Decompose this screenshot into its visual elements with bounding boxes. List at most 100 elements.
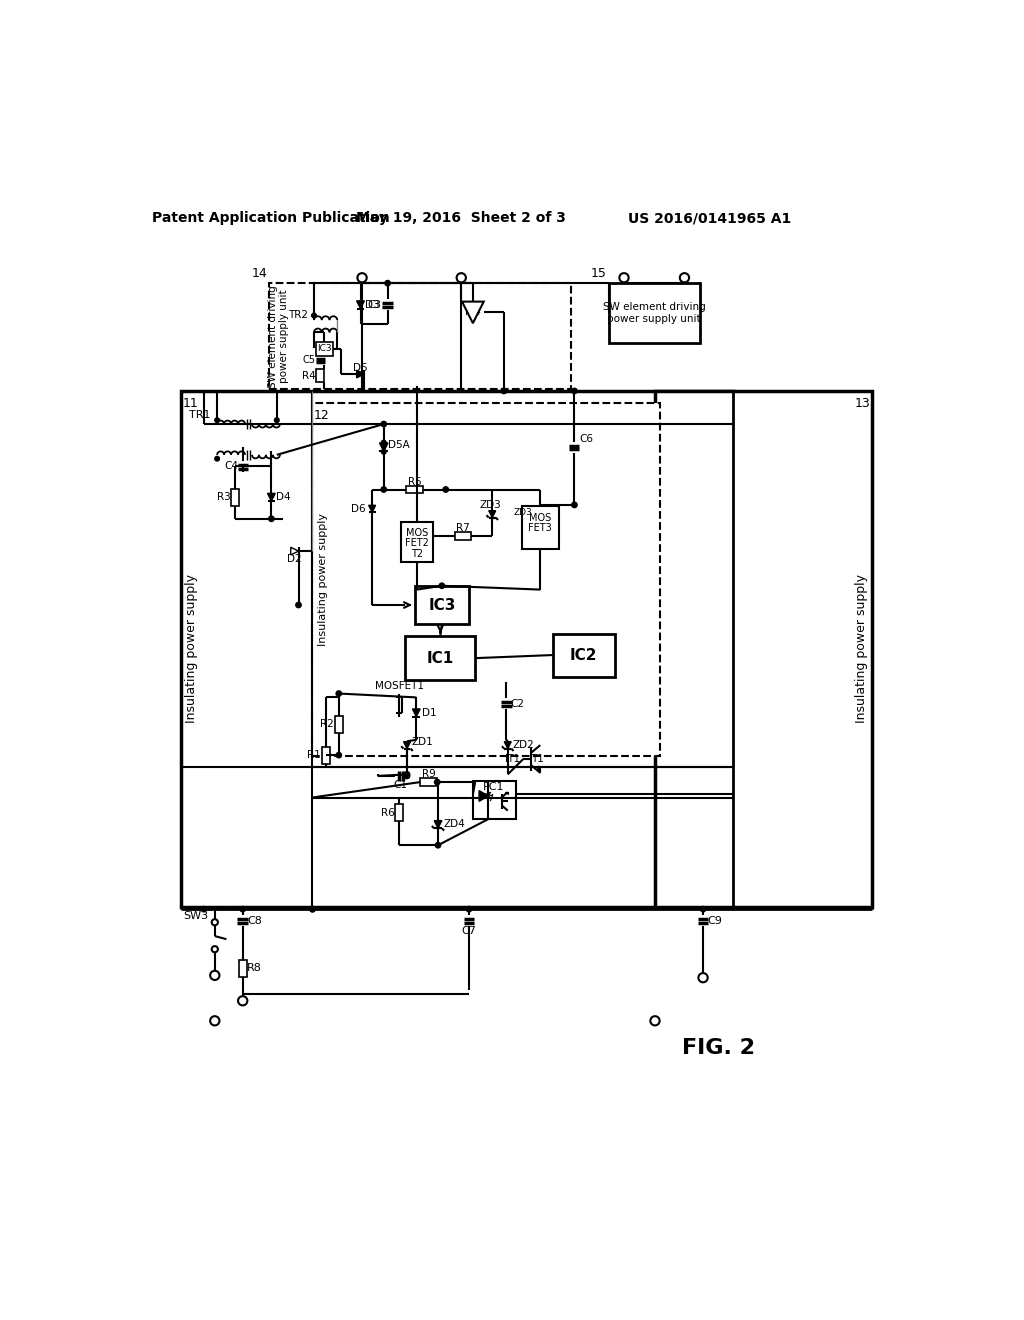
Circle shape [210, 970, 219, 979]
Bar [400, 521, 433, 562]
Text: SW3: SW3 [183, 911, 209, 921]
Polygon shape [462, 302, 483, 323]
Circle shape [443, 487, 449, 492]
Circle shape [212, 946, 218, 952]
Text: ZD3: ZD3 [514, 508, 532, 517]
Text: C9: C9 [708, 916, 723, 925]
Bar [455, 532, 471, 540]
Circle shape [435, 842, 440, 847]
Bar [239, 960, 247, 977]
Text: ZD4: ZD4 [443, 820, 465, 829]
Circle shape [466, 907, 472, 912]
Text: D5A: D5A [388, 440, 411, 450]
Circle shape [404, 772, 410, 777]
Bar [316, 368, 324, 383]
Text: IC2: IC2 [570, 648, 597, 663]
Text: US 2016/0141965 A1: US 2016/0141965 A1 [628, 211, 791, 226]
Bar [180, 391, 732, 907]
Text: PC1: PC1 [483, 781, 505, 792]
Text: D4: D4 [276, 492, 291, 502]
Circle shape [336, 690, 342, 696]
Text: MOS: MOS [529, 513, 552, 523]
Circle shape [238, 997, 248, 1006]
Circle shape [212, 919, 218, 925]
Bar [231, 488, 239, 506]
Polygon shape [267, 494, 275, 502]
Text: C1: C1 [394, 780, 408, 791]
Circle shape [571, 502, 578, 508]
Text: D5: D5 [353, 363, 368, 372]
Text: FET3: FET3 [528, 523, 552, 533]
Text: R4: R4 [302, 371, 315, 380]
Circle shape [381, 421, 386, 426]
Text: R9: R9 [422, 770, 435, 779]
Bar [406, 636, 475, 681]
Polygon shape [506, 792, 508, 795]
Circle shape [501, 388, 507, 393]
Text: D1: D1 [422, 708, 436, 718]
Text: MOSFET1: MOSFET1 [375, 681, 424, 690]
Circle shape [385, 280, 390, 286]
Text: C5: C5 [302, 355, 315, 366]
Polygon shape [488, 511, 496, 517]
Circle shape [381, 450, 386, 454]
Bar [335, 715, 343, 733]
Text: 12: 12 [314, 409, 330, 422]
Bar [420, 779, 437, 785]
Circle shape [620, 273, 629, 282]
Polygon shape [356, 301, 365, 309]
Text: 14: 14 [252, 267, 267, 280]
Circle shape [311, 313, 316, 318]
Text: TR2: TR2 [288, 310, 308, 321]
Polygon shape [413, 709, 420, 717]
Circle shape [274, 418, 280, 422]
Text: R2: R2 [321, 719, 334, 730]
Text: R8: R8 [248, 964, 262, 973]
Text: R7: R7 [456, 523, 470, 533]
Circle shape [381, 441, 386, 445]
Text: ZD3: ZD3 [480, 500, 502, 510]
Circle shape [680, 273, 689, 282]
Text: T2: T2 [411, 549, 423, 560]
Circle shape [698, 973, 708, 982]
Bar [415, 586, 469, 624]
Text: D6: D6 [351, 504, 366, 513]
Text: IC3: IC3 [316, 345, 332, 352]
Circle shape [404, 774, 410, 779]
Text: Insulating power supply: Insulating power supply [185, 574, 198, 723]
Text: C8: C8 [248, 916, 262, 925]
Text: R1: R1 [307, 750, 321, 760]
Text: R3: R3 [216, 492, 230, 502]
Polygon shape [356, 370, 365, 378]
Text: ZD1: ZD1 [412, 737, 433, 747]
Circle shape [650, 1016, 659, 1026]
Text: R5: R5 [408, 477, 422, 487]
Bar [407, 486, 423, 494]
Text: IC3: IC3 [428, 598, 456, 612]
Bar [269, 284, 571, 389]
Circle shape [215, 457, 219, 461]
Circle shape [309, 907, 315, 912]
Circle shape [700, 907, 706, 912]
Bar [521, 507, 559, 549]
Text: T1: T1 [531, 754, 544, 764]
Text: C6: C6 [579, 434, 593, 445]
Text: 13: 13 [855, 397, 870, 411]
Circle shape [240, 907, 246, 912]
Text: MOS: MOS [406, 528, 428, 539]
Circle shape [309, 907, 315, 912]
Text: C2: C2 [511, 698, 525, 709]
Text: R6: R6 [381, 808, 394, 818]
Text: TR1: TR1 [189, 409, 211, 420]
Bar [608, 284, 700, 343]
Polygon shape [434, 821, 442, 829]
Circle shape [215, 418, 219, 422]
Circle shape [336, 752, 342, 758]
Text: IC1: IC1 [427, 651, 454, 665]
Text: SW element driving
power supply unit: SW element driving power supply unit [267, 285, 289, 388]
Circle shape [357, 273, 367, 282]
Text: May 19, 2016  Sheet 2 of 3: May 19, 2016 Sheet 2 of 3 [356, 211, 566, 226]
Text: IC4: IC4 [465, 308, 480, 317]
Circle shape [457, 273, 466, 282]
Circle shape [434, 779, 440, 785]
